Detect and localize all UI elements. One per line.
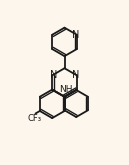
Text: CF₃: CF₃ xyxy=(28,114,42,123)
Text: N: N xyxy=(72,30,79,40)
Text: N: N xyxy=(72,70,79,80)
Text: NH: NH xyxy=(59,85,72,94)
Text: N: N xyxy=(50,70,57,80)
